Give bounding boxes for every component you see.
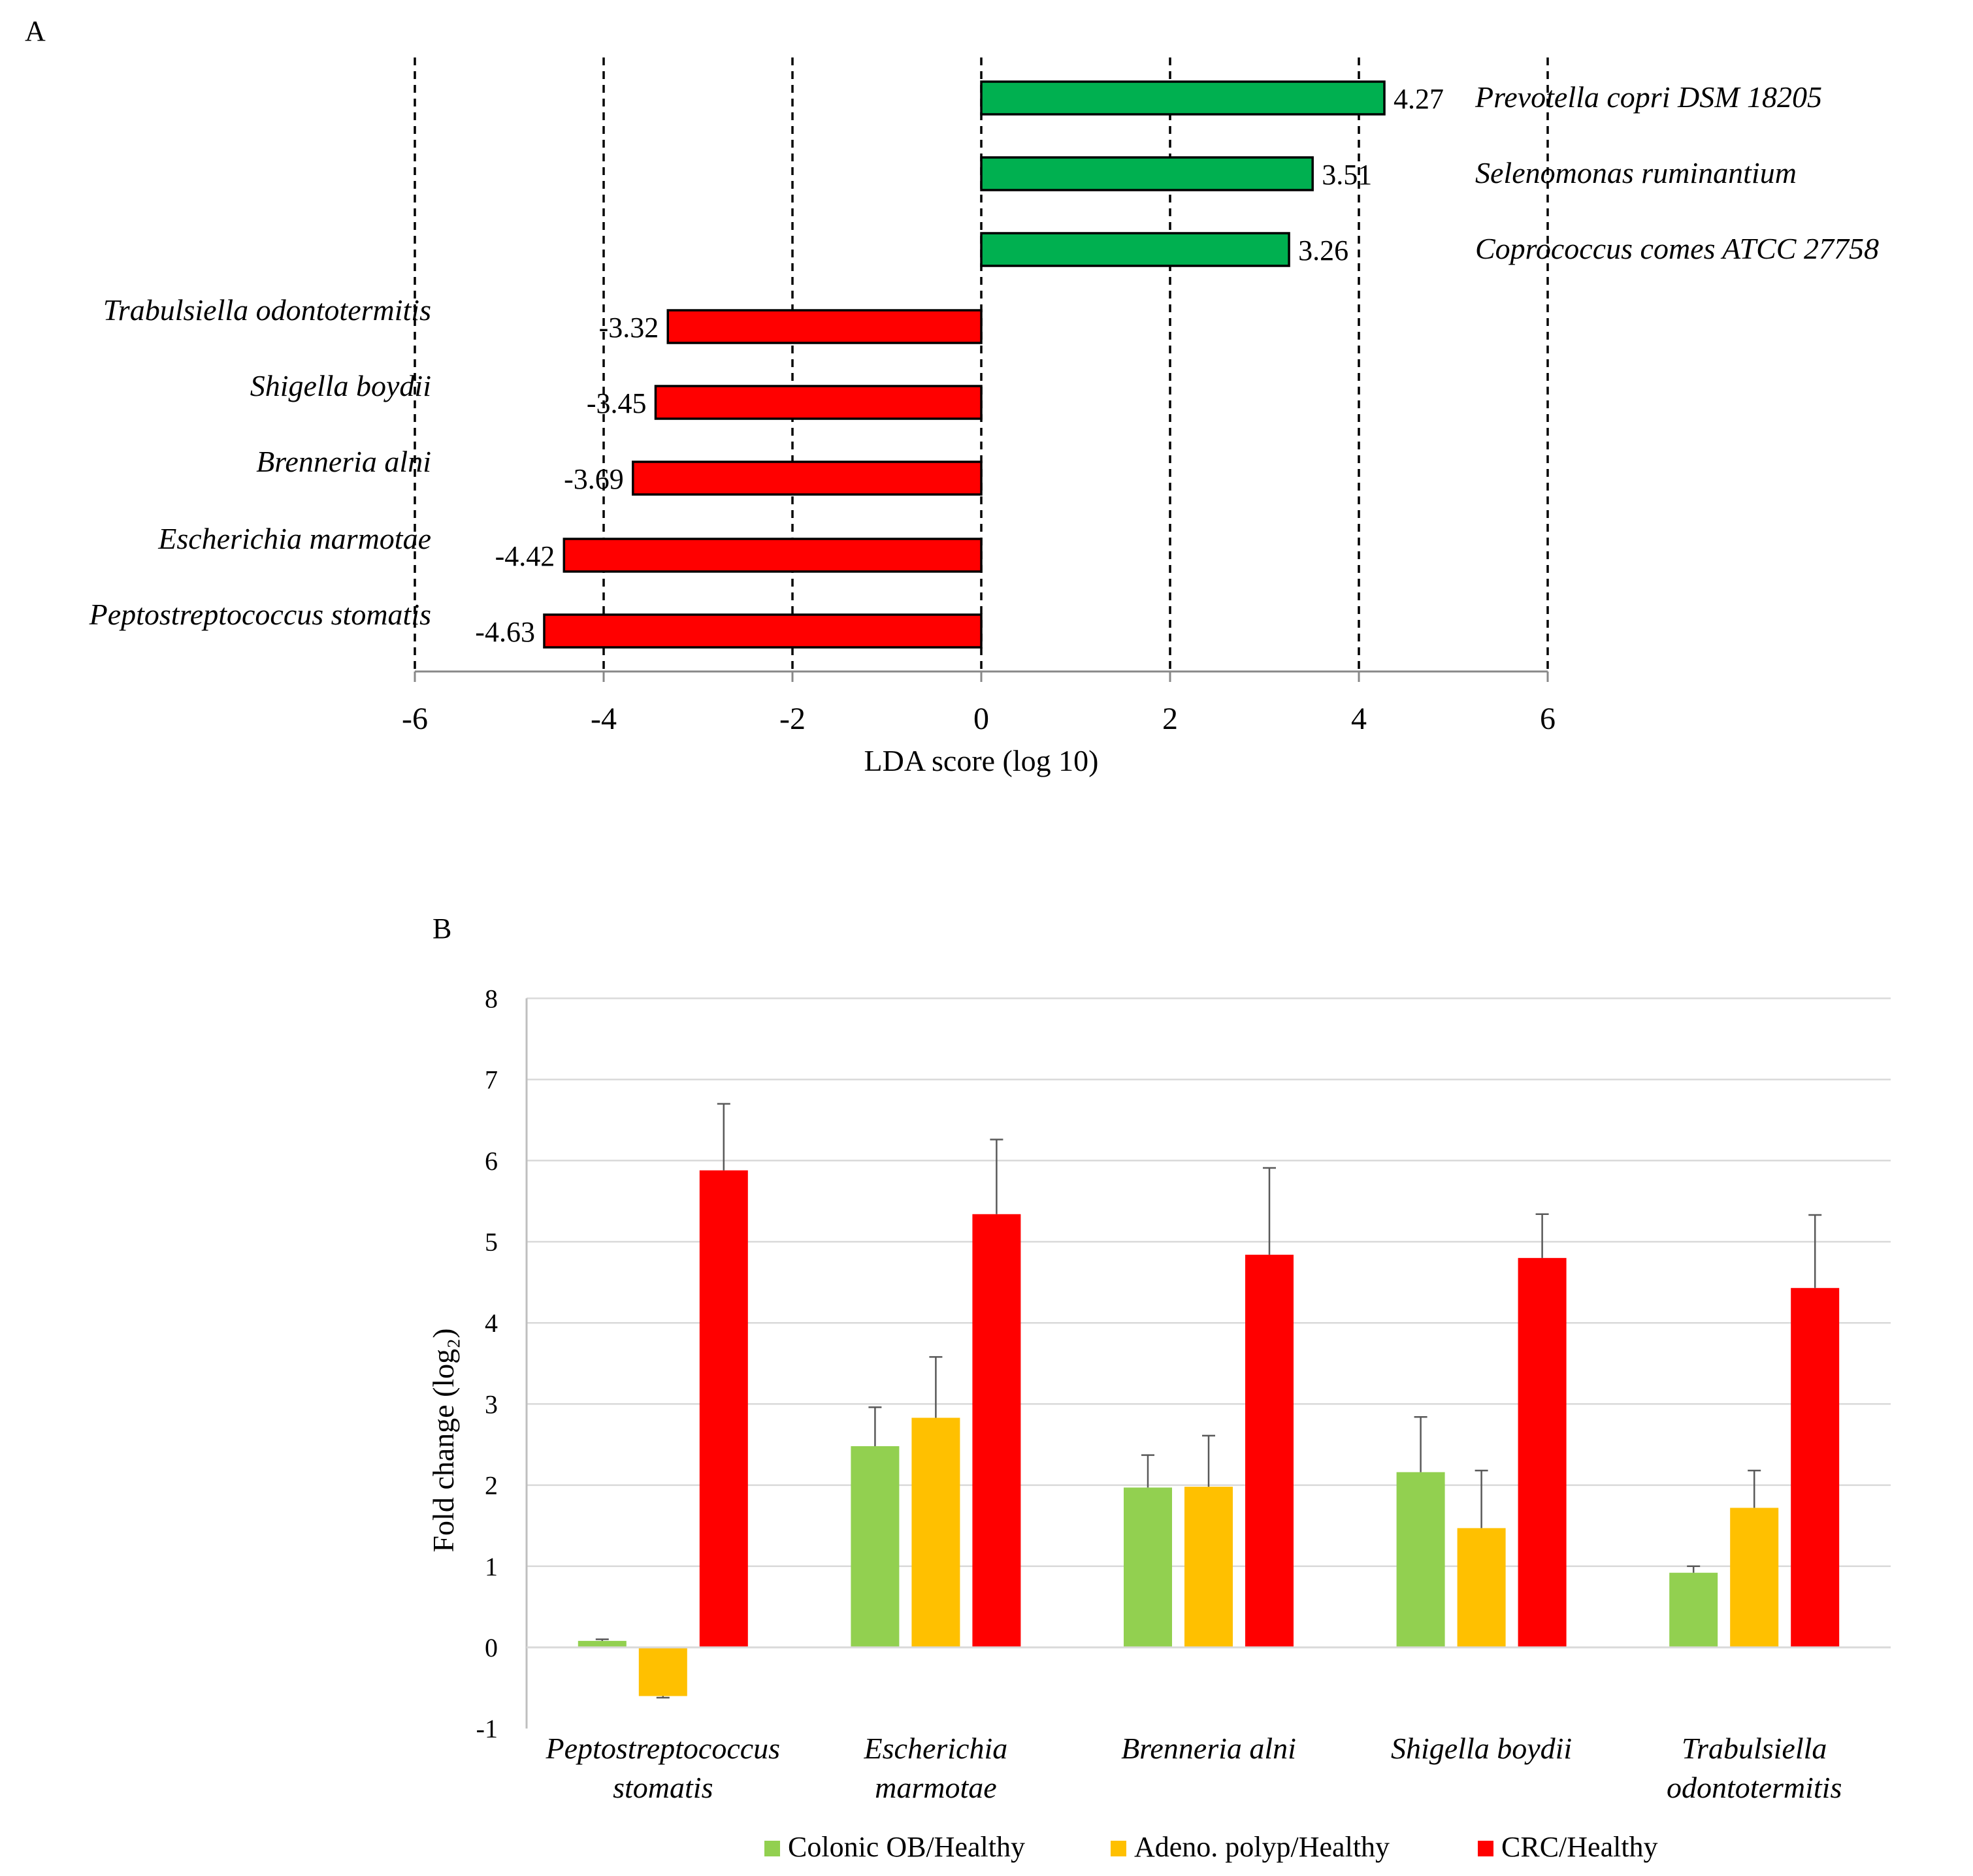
legend-swatch <box>1478 1841 1493 1856</box>
fold-change-bar <box>638 1647 687 1696</box>
lda-category-label: Trabulsiella odontotermitis <box>103 293 431 327</box>
fold-change-y-tick-label: 2 <box>485 1471 498 1500</box>
lda-category-label: Prevotella copri DSM 18205 <box>1475 80 1822 114</box>
legend-label: Adeno. polyp/Healthy <box>1134 1831 1390 1863</box>
lda-x-tick-label: 6 <box>1540 702 1556 736</box>
fold-change-bar <box>1791 1287 1840 1647</box>
lda-value-label: 3.26 <box>1298 234 1348 267</box>
lda-value-label: -4.63 <box>475 616 535 648</box>
fold-change-category-label: Brenneria alni <box>1121 1732 1296 1765</box>
lda-x-tick-label: 2 <box>1162 702 1178 736</box>
fold-change-category-label: Trabulsiella <box>1682 1732 1827 1765</box>
lda-category-label: Escherichia marmotae <box>157 522 431 555</box>
lda-x-tick-label: -2 <box>779 702 806 736</box>
lda-category-label: Peptostreptococcus stomatis <box>89 598 431 631</box>
fold-change-category-label: stomatis <box>613 1771 713 1804</box>
lda-bar <box>666 309 983 344</box>
fold-change-chart: -1 0 1 2 3 4 5 6 7 8 Peptostreptococcus stomatis Esc… <box>427 984 1891 1863</box>
lda-value-label: 3.51 <box>1322 159 1372 191</box>
fold-change-y-tick-label: -1 <box>476 1714 498 1743</box>
lda-bars <box>543 80 1386 649</box>
fold-change-y-tick-label: 6 <box>485 1146 498 1176</box>
fold-change-bar <box>1730 1508 1779 1647</box>
lda-x-tick-label: 0 <box>973 702 989 736</box>
fold-change-bar <box>911 1417 960 1647</box>
lda-bar <box>632 461 983 496</box>
lda-bar <box>563 538 983 573</box>
lda-bar <box>980 80 1386 116</box>
lda-category-label: Coprococcus comes ATCC 27758 <box>1475 232 1879 265</box>
fold-change-y-tick-label: 7 <box>485 1065 498 1095</box>
fold-change-bar <box>851 1446 900 1647</box>
fold-change-bar <box>1124 1487 1172 1647</box>
fold-change-category-label: marmotae <box>875 1771 997 1804</box>
legend-label: CRC/Healthy <box>1501 1831 1658 1863</box>
fold-change-category-label: Escherichia <box>864 1732 1008 1765</box>
lda-bar <box>980 156 1314 191</box>
lda-x-axis-title: LDA score (log 10) <box>864 744 1099 777</box>
fold-change-bar <box>1669 1572 1718 1647</box>
lda-category-label: Selenomonas ruminantium <box>1475 156 1797 189</box>
legend-label: Colonic OB/Healthy <box>788 1831 1025 1863</box>
fold-change-y-tick-label: 0 <box>485 1633 498 1662</box>
panel-a-label: A <box>25 15 46 47</box>
fold-change-bar <box>1457 1528 1506 1647</box>
fold-change-legend: Colonic OB/Healthy Adeno. polyp/Healthy CR… <box>764 1831 1658 1863</box>
fold-change-bars <box>578 1103 1840 1699</box>
lda-value-label: -3.45 <box>587 387 647 419</box>
fold-change-bar <box>1518 1257 1567 1647</box>
fold-change-bar <box>699 1170 748 1647</box>
lda-value-label: -4.42 <box>495 540 555 572</box>
lda-value-label: 4.27 <box>1394 83 1444 115</box>
fold-change-bar <box>1245 1254 1294 1647</box>
lda-value-label: -3.69 <box>564 463 624 495</box>
lda-x-axis: -6 -4 -2 0 2 4 6 <box>402 670 1556 736</box>
legend-swatch <box>1111 1841 1126 1856</box>
fold-change-y-tick-label: 8 <box>485 984 498 1013</box>
fold-change-bar <box>972 1214 1021 1647</box>
fold-change-bar <box>578 1641 627 1647</box>
fold-change-y-axis-title: Fold change (log₂) <box>427 1328 460 1552</box>
fold-change-axes: -1 0 1 2 3 4 5 6 7 8 Peptostreptococcus stomatis Esc… <box>476 984 1891 1804</box>
fold-change-category-label: odontotermitis <box>1667 1771 1842 1804</box>
lda-category-labels: Prevotella copri DSM 18205 Selenomonas ru… <box>89 80 1879 631</box>
lda-category-label: Shigella boydii <box>250 369 431 402</box>
lda-x-tick-label: 4 <box>1351 702 1367 736</box>
fold-change-category-label: Peptostreptococcus <box>546 1732 781 1765</box>
lda-value-labels: 4.27 3.51 3.26 -3.32 -3.45 -3.69 -4.42 -4.63 <box>475 83 1444 648</box>
fold-change-y-tick-label: 5 <box>485 1227 498 1257</box>
lda-x-tick-label: -6 <box>402 702 428 736</box>
fold-change-y-tick-label: 4 <box>485 1308 498 1338</box>
fold-change-y-tick-label: 1 <box>485 1552 498 1581</box>
lda-grid <box>414 57 1549 671</box>
lda-score-chart: 4.27 3.51 3.26 -3.32 -3.45 -3.69 -4.42 -4.63 Pr… <box>89 57 1879 777</box>
lda-category-label: Brenneria alni <box>256 445 431 478</box>
lda-bar <box>980 232 1290 267</box>
fold-change-y-tick-label: 3 <box>485 1389 498 1419</box>
lda-x-tick-label: -4 <box>591 702 617 736</box>
lda-bar <box>654 385 983 420</box>
fold-change-bar <box>1396 1472 1445 1647</box>
lda-bar <box>543 613 983 649</box>
lda-value-label: -3.32 <box>599 312 659 344</box>
fold-change-category-label: Shigella boydii <box>1391 1732 1572 1765</box>
panel-b-label: B <box>432 913 451 945</box>
legend-swatch <box>764 1841 780 1856</box>
fold-change-bar <box>1184 1487 1233 1647</box>
